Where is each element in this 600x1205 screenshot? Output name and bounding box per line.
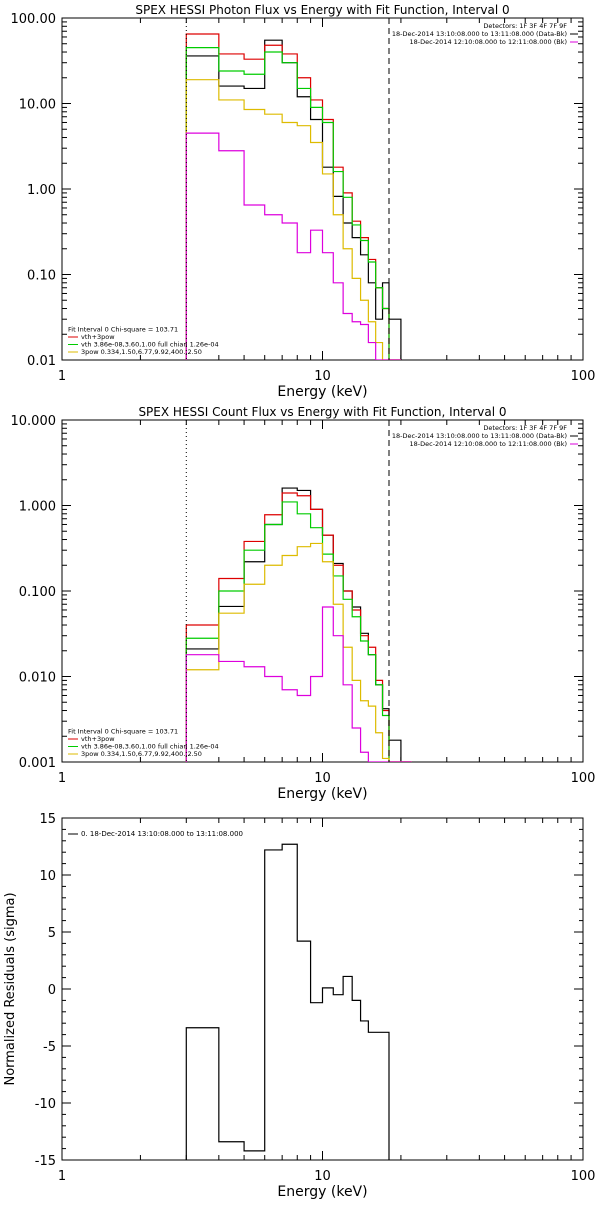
x-tick-label: 100 xyxy=(571,1169,596,1184)
x-tick-label: 1 xyxy=(58,369,66,384)
y-tick-label: 0.010 xyxy=(19,671,56,686)
legend: 0. 18-Dec-2014 13:10:08.000 to 13:11:08.… xyxy=(68,830,243,838)
chart-title: SPEX HESSI Photon Flux vs Energy with Fi… xyxy=(135,3,509,17)
series-line-2 xyxy=(185,492,412,762)
y-tick-label: 10.00 xyxy=(19,98,56,113)
x-axis: 1 10 100 Energy (keV) xyxy=(58,818,596,1200)
y-tick-label: -10 xyxy=(35,1097,56,1112)
legend-entry: vth 3.86e-08,3.60,1.00 full chian 1.26e-… xyxy=(81,341,219,349)
legend-entry: 0. 18-Dec-2014 13:10:08.000 to 13:11:08.… xyxy=(81,830,243,838)
x-tick-label: 100 xyxy=(571,369,596,384)
y-tick-label: 10 xyxy=(39,869,56,884)
y-tick-label: 0.01 xyxy=(27,354,56,369)
series-line-1 xyxy=(185,487,412,762)
x-axis: 1 10 100 Energy (keV) xyxy=(58,420,596,802)
series-line-3 xyxy=(185,47,401,360)
y-tick-label: 0.100 xyxy=(19,585,56,600)
y-axis-label: Normalized Residuals (sigma) xyxy=(3,892,18,1085)
data-series xyxy=(185,487,412,762)
header-line: Detectors: 1F 3F 4F 7F 9F xyxy=(483,424,567,432)
legend-entry: 3pow 0.334,1.50,6.77,9.92,400.,2.50 xyxy=(81,750,202,758)
x-axis-label: Energy (keV) xyxy=(277,786,367,802)
header-line: 18-Dec-2014 12:10:08.000 to 12:11:08.000… xyxy=(410,440,568,448)
x-tick-label: 100 xyxy=(571,771,596,786)
y-tick-label: -15 xyxy=(35,1154,56,1169)
data-series xyxy=(185,843,390,1160)
y-tick-label: 10.000 xyxy=(11,414,57,429)
y-tick-label: 0 xyxy=(48,983,56,998)
y-tick-label: 15 xyxy=(39,812,56,827)
y-tick-label: 1.000 xyxy=(19,500,56,515)
panel-1: SPEX HESSI Photon Flux vs Energy with Fi… xyxy=(11,3,596,400)
header-line: 18-Dec-2014 13:10:08.000 to 13:11:08.000… xyxy=(392,432,567,440)
legend-entry: Fit Interval 0 Chi-square = 103.71 xyxy=(68,728,178,736)
header-line: 18-Dec-2014 12:10:08.000 to 12:11:08.000… xyxy=(410,38,568,46)
legend-entry: vth 3.86e-08,3.60,1.00 full chian 1.26e-… xyxy=(81,743,219,751)
header-line: Detectors: 1F 3F 4F 7F 9F xyxy=(483,22,567,30)
y-tick-label: 0.10 xyxy=(27,269,56,284)
y-tick-label: 5 xyxy=(48,926,56,941)
x-tick-label: 1 xyxy=(58,1169,66,1184)
y-tick-label: 0.001 xyxy=(19,756,56,771)
x-tick-label: 10 xyxy=(314,369,331,384)
y-tick-label: 100.00 xyxy=(11,12,57,27)
series-line-5 xyxy=(185,606,412,762)
series-line-4 xyxy=(185,79,401,360)
y-axis: 0.01 0.10 1.00 10.00 100.00 xyxy=(11,12,583,369)
series-line-4 xyxy=(185,542,412,762)
panel-2: SPEX HESSI Count Flux vs Energy with Fit… xyxy=(11,405,596,802)
chart-title: SPEX HESSI Count Flux vs Energy with Fit… xyxy=(138,405,506,419)
legend: Fit Interval 0 Chi-square = 103.71vth+3p… xyxy=(68,326,219,356)
data-series xyxy=(185,33,402,360)
legend-entry: vth+3pow xyxy=(81,735,115,743)
x-tick-label: 1 xyxy=(58,771,66,786)
plot-frame xyxy=(61,419,584,763)
x-tick-label: 10 xyxy=(314,771,331,786)
y-tick-label: -5 xyxy=(43,1040,56,1055)
series-line-5 xyxy=(185,132,401,360)
legend-entry: 3pow 0.334,1.50,6.77,9.92,400.,2.50 xyxy=(81,348,202,356)
x-axis: 1 10 100 Energy (keV) xyxy=(58,18,596,400)
panel-3: 1 10 100 Energy (keV) -15 -10 -5 0 5 10 15 Normaliz… xyxy=(3,812,595,1200)
legend-entry: vth+3pow xyxy=(81,333,115,341)
plot-frame xyxy=(61,17,584,361)
series-line-3 xyxy=(185,501,412,762)
y-tick-label: 1.00 xyxy=(27,183,56,198)
y-axis: -15 -10 -5 0 5 10 15 Normalized Residuals (sigm… xyxy=(3,812,583,1169)
header-line: 18-Dec-2014 13:10:08.000 to 13:11:08.000… xyxy=(392,30,567,38)
legend-entry: Fit Interval 0 Chi-square = 103.71 xyxy=(68,326,178,334)
legend: Fit Interval 0 Chi-square = 103.71vth+3p… xyxy=(68,728,219,758)
x-tick-label: 10 xyxy=(314,1169,331,1184)
x-axis-label: Energy (keV) xyxy=(277,384,367,400)
series-line-1 xyxy=(185,843,390,1160)
y-axis: 0.001 0.010 0.100 1.000 10.000 xyxy=(11,414,583,771)
x-axis-label: Energy (keV) xyxy=(277,1184,367,1200)
